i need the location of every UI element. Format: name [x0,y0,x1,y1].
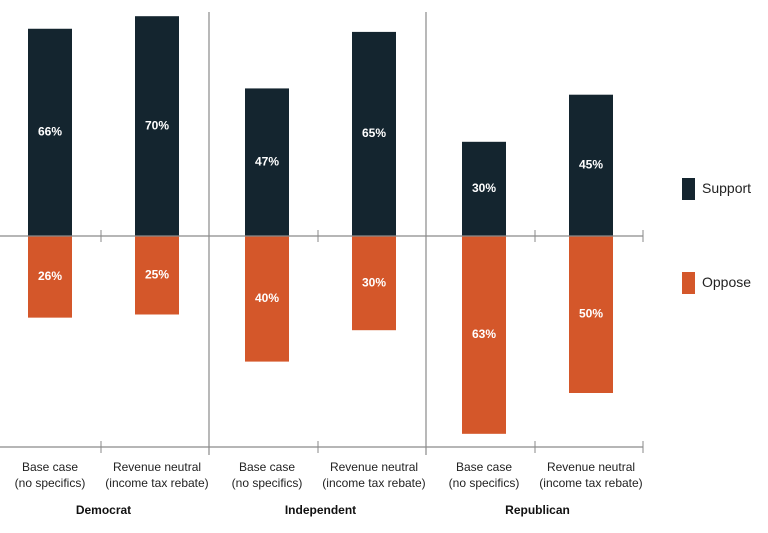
data-label-support-democrat-1: 66% [38,125,62,139]
bar-support-democrat-1 [28,28,72,237]
data-label-support-republican-2: 45% [579,158,603,172]
axes-layer [0,12,644,455]
bar-oppose-republican-2 [569,236,613,393]
data-label-oppose-independent-1: 40% [255,291,279,305]
legend-swatch-oppose [682,272,695,294]
data-label-support-democrat-2: 70% [145,118,169,132]
bar-support-republican-2 [569,94,613,236]
data-label-oppose-republican-1: 63% [472,327,496,341]
category-label-republican-1-line-1: Base case [456,460,512,474]
category-label-independent-1-line-2: (no specifics) [232,476,303,490]
data-label-support-independent-2: 65% [362,126,386,140]
labels-layer: 66% 26% Base case (no specifics) 70% 25% Reven… [15,118,643,517]
category-label-republican-1-line-2: (no specifics) [449,476,520,490]
data-label-oppose-democrat-2: 25% [145,267,169,281]
category-label-independent-2-line-2: (income tax rebate) [322,476,425,490]
category-label-democrat-1-line-1: Base case [22,460,78,474]
data-label-oppose-republican-2: 50% [579,307,603,321]
legend-swatch-support [682,178,695,200]
bar-support-republican-1 [462,141,506,236]
category-label-democrat-2-line-2: (income tax rebate) [105,476,208,490]
group-label-democrat: Democrat [76,503,131,517]
data-label-oppose-independent-2: 30% [362,275,386,289]
bar-support-democrat-2 [135,16,179,237]
category-label-democrat-1-line-2: (no specifics) [15,476,86,490]
legend: Support Oppose [682,178,751,294]
bar-oppose-independent-2 [352,236,396,331]
bar-oppose-democrat-2 [135,236,179,315]
bar-oppose-democrat-1 [28,236,72,318]
group-label-independent: Independent [285,503,356,517]
category-label-republican-2-line-1: Revenue neutral [547,460,635,474]
data-label-support-independent-1: 47% [255,154,279,168]
legend-label-support: Support [702,180,751,196]
category-label-independent-2-line-1: Revenue neutral [330,460,418,474]
category-label-republican-2-line-2: (income tax rebate) [539,476,642,490]
legend-label-oppose: Oppose [702,274,751,290]
bar-oppose-independent-1 [245,236,289,362]
data-label-oppose-democrat-1: 26% [38,269,62,283]
bars-layer [28,16,613,434]
group-label-republican: Republican [505,503,570,517]
category-label-democrat-2-line-1: Revenue neutral [113,460,201,474]
category-label-independent-1-line-1: Base case [239,460,295,474]
bar-oppose-republican-1 [462,236,506,434]
data-label-support-republican-1: 30% [472,181,496,195]
bar-support-independent-2 [352,31,396,237]
bar-support-independent-1 [245,88,289,236]
